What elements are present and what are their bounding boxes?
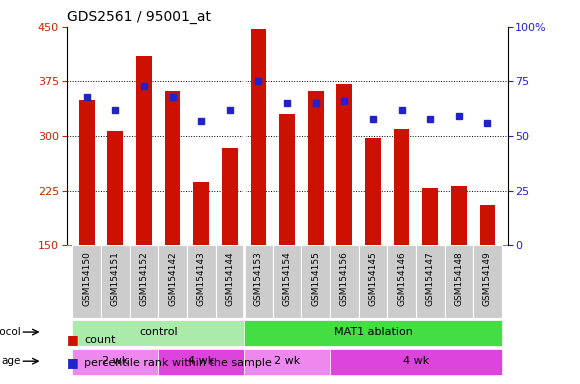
- Text: 2 wk: 2 wk: [102, 356, 129, 366]
- Text: 2 wk: 2 wk: [274, 356, 300, 366]
- Text: GSM154143: GSM154143: [197, 251, 206, 306]
- Bar: [358, 245, 387, 318]
- Bar: [72, 319, 244, 346]
- Text: GSM154145: GSM154145: [368, 251, 378, 306]
- Text: GDS2561 / 95001_at: GDS2561 / 95001_at: [67, 10, 211, 25]
- Bar: [193, 182, 209, 245]
- Text: GSM154142: GSM154142: [168, 251, 177, 306]
- Text: count: count: [84, 335, 115, 345]
- Bar: [79, 100, 95, 245]
- Text: ■: ■: [67, 333, 78, 346]
- Text: 4 wk: 4 wk: [403, 356, 429, 366]
- Bar: [394, 129, 409, 245]
- Bar: [308, 91, 324, 245]
- Text: age: age: [1, 356, 20, 366]
- Text: protocol: protocol: [0, 327, 20, 337]
- Bar: [107, 131, 123, 245]
- Bar: [302, 245, 330, 318]
- Text: control: control: [139, 327, 177, 337]
- Bar: [130, 245, 158, 318]
- Text: GSM154148: GSM154148: [454, 251, 463, 306]
- Text: GSM154151: GSM154151: [111, 251, 120, 306]
- Bar: [444, 245, 473, 318]
- Text: GSM154149: GSM154149: [483, 251, 492, 306]
- Bar: [101, 245, 130, 318]
- Text: GSM154156: GSM154156: [340, 251, 349, 306]
- Bar: [365, 138, 381, 245]
- Text: GSM154154: GSM154154: [282, 251, 292, 306]
- Bar: [279, 114, 295, 245]
- Bar: [330, 245, 358, 318]
- Text: GSM154150: GSM154150: [82, 251, 91, 306]
- Text: GSM154153: GSM154153: [254, 251, 263, 306]
- Text: percentile rank within the sample: percentile rank within the sample: [84, 358, 272, 368]
- Bar: [158, 245, 187, 318]
- Bar: [336, 84, 352, 245]
- Bar: [416, 245, 444, 318]
- Text: ■: ■: [67, 356, 78, 369]
- Text: MAT1 ablation: MAT1 ablation: [334, 327, 412, 337]
- Text: GSM154147: GSM154147: [426, 251, 435, 306]
- Bar: [136, 56, 152, 245]
- Bar: [244, 319, 502, 346]
- Bar: [422, 189, 438, 245]
- Text: GSM154144: GSM154144: [226, 251, 234, 306]
- Bar: [158, 349, 244, 375]
- Bar: [244, 349, 330, 375]
- Bar: [187, 245, 216, 318]
- Text: 4 wk: 4 wk: [188, 356, 215, 366]
- Bar: [216, 245, 244, 318]
- Bar: [251, 29, 266, 245]
- Bar: [222, 149, 238, 245]
- Bar: [330, 349, 502, 375]
- Bar: [72, 245, 101, 318]
- Text: GSM154155: GSM154155: [311, 251, 320, 306]
- Bar: [387, 245, 416, 318]
- Text: GSM154152: GSM154152: [139, 251, 148, 306]
- Bar: [473, 245, 502, 318]
- Bar: [480, 205, 495, 245]
- Bar: [451, 185, 467, 245]
- Bar: [244, 245, 273, 318]
- Text: GSM154146: GSM154146: [397, 251, 406, 306]
- Bar: [72, 349, 158, 375]
- Bar: [273, 245, 302, 318]
- Bar: [165, 91, 180, 245]
